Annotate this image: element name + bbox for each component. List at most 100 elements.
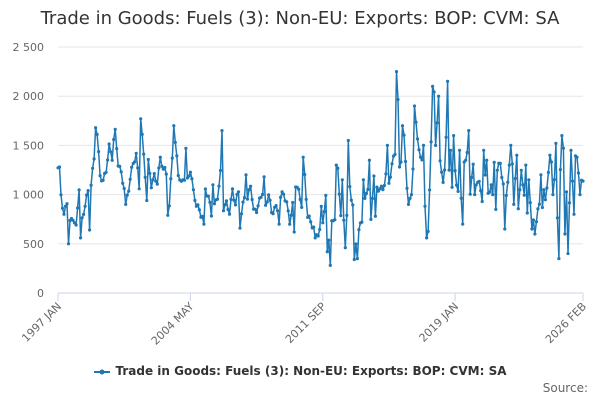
data-point: [113, 127, 117, 131]
data-point: [536, 207, 540, 211]
data-point: [581, 179, 585, 183]
data-point: [402, 133, 406, 137]
data-point: [518, 188, 522, 192]
data-point: [489, 183, 493, 187]
data-point: [333, 218, 337, 222]
data-point: [127, 189, 131, 193]
data-point: [206, 194, 210, 198]
data-point: [128, 177, 132, 181]
data-point: [57, 165, 62, 169]
data-point: [107, 142, 111, 146]
data-point: [456, 189, 460, 193]
data-point: [94, 126, 98, 130]
data-point: [253, 207, 257, 211]
data-point: [491, 193, 495, 197]
data-point: [63, 204, 68, 208]
data-point: [461, 222, 465, 226]
data-point: [474, 183, 478, 187]
data-point: [449, 148, 453, 152]
data-point: [271, 212, 275, 216]
data-point: [510, 162, 514, 166]
data-point: [437, 94, 441, 98]
data-point: [468, 192, 472, 196]
data-point: [426, 229, 430, 233]
data-point: [229, 197, 233, 201]
data-point: [431, 84, 435, 88]
data-point: [418, 155, 423, 159]
data-point: [527, 178, 531, 182]
data-point: [458, 148, 462, 152]
credits-link[interactable]: Source:: [542, 381, 588, 395]
data-point: [202, 222, 206, 226]
data-point: [378, 187, 382, 191]
data-point: [388, 175, 392, 179]
data-point: [522, 193, 526, 197]
data-point: [375, 185, 379, 189]
data-point: [184, 146, 188, 150]
data-point: [188, 170, 192, 174]
data-point: [396, 97, 400, 102]
data-point: [384, 172, 388, 176]
data-point: [318, 227, 322, 232]
x-tick-label: 1997 JAN: [19, 300, 64, 345]
data-point: [226, 207, 230, 212]
data-point: [221, 209, 226, 213]
data-point: [501, 182, 505, 186]
data-point: [85, 193, 89, 197]
data-point: [446, 79, 450, 83]
data-point: [370, 196, 374, 201]
x-tick-label: 2019 JAN: [416, 300, 461, 345]
y-tick-label: 1 500: [13, 139, 45, 152]
data-point: [279, 195, 283, 199]
data-point: [387, 181, 391, 185]
data-point: [473, 193, 477, 197]
data-point: [540, 205, 545, 210]
data-point: [190, 177, 194, 181]
data-point: [561, 146, 566, 150]
data-point: [382, 183, 386, 188]
data-point: [217, 184, 221, 188]
data-point: [233, 203, 238, 207]
data-point: [498, 161, 502, 165]
data-point: [477, 179, 481, 183]
data-point: [66, 242, 71, 246]
data-point: [265, 200, 269, 204]
data-point: [264, 203, 268, 207]
data-point: [137, 187, 141, 191]
data-point: [200, 214, 204, 218]
data-point: [425, 236, 429, 240]
data-point: [142, 152, 146, 156]
data-point: [372, 174, 376, 178]
data-point: [352, 257, 356, 262]
data-point: [393, 152, 397, 157]
data-point: [289, 213, 293, 217]
data-point: [244, 173, 248, 177]
legend-item[interactable]: Trade in Goods: Fuels (3): Non-EU: Expor…: [0, 364, 600, 378]
data-point: [515, 153, 519, 157]
data-point: [512, 202, 516, 206]
data-point: [423, 204, 427, 208]
data-point: [286, 209, 290, 213]
data-point: [227, 212, 232, 216]
data-point: [494, 207, 498, 211]
y-tick-label: 500: [23, 238, 44, 251]
data-point: [346, 138, 350, 143]
data-point: [351, 203, 355, 207]
data-point: [304, 197, 308, 201]
data-point: [328, 263, 332, 267]
y-tick-label: 2 500: [13, 41, 45, 54]
data-point: [552, 178, 557, 182]
data-point: [276, 209, 280, 213]
data-point: [435, 121, 439, 125]
data-point: [122, 186, 126, 191]
data-point: [119, 170, 123, 174]
data-point: [509, 143, 513, 147]
data-point: [528, 201, 532, 205]
data-point: [301, 155, 305, 159]
data-point: [516, 207, 520, 211]
data-point: [106, 158, 110, 162]
data-point: [97, 150, 101, 154]
data-point: [409, 193, 414, 197]
data-point: [82, 212, 86, 216]
data-point: [136, 166, 140, 170]
